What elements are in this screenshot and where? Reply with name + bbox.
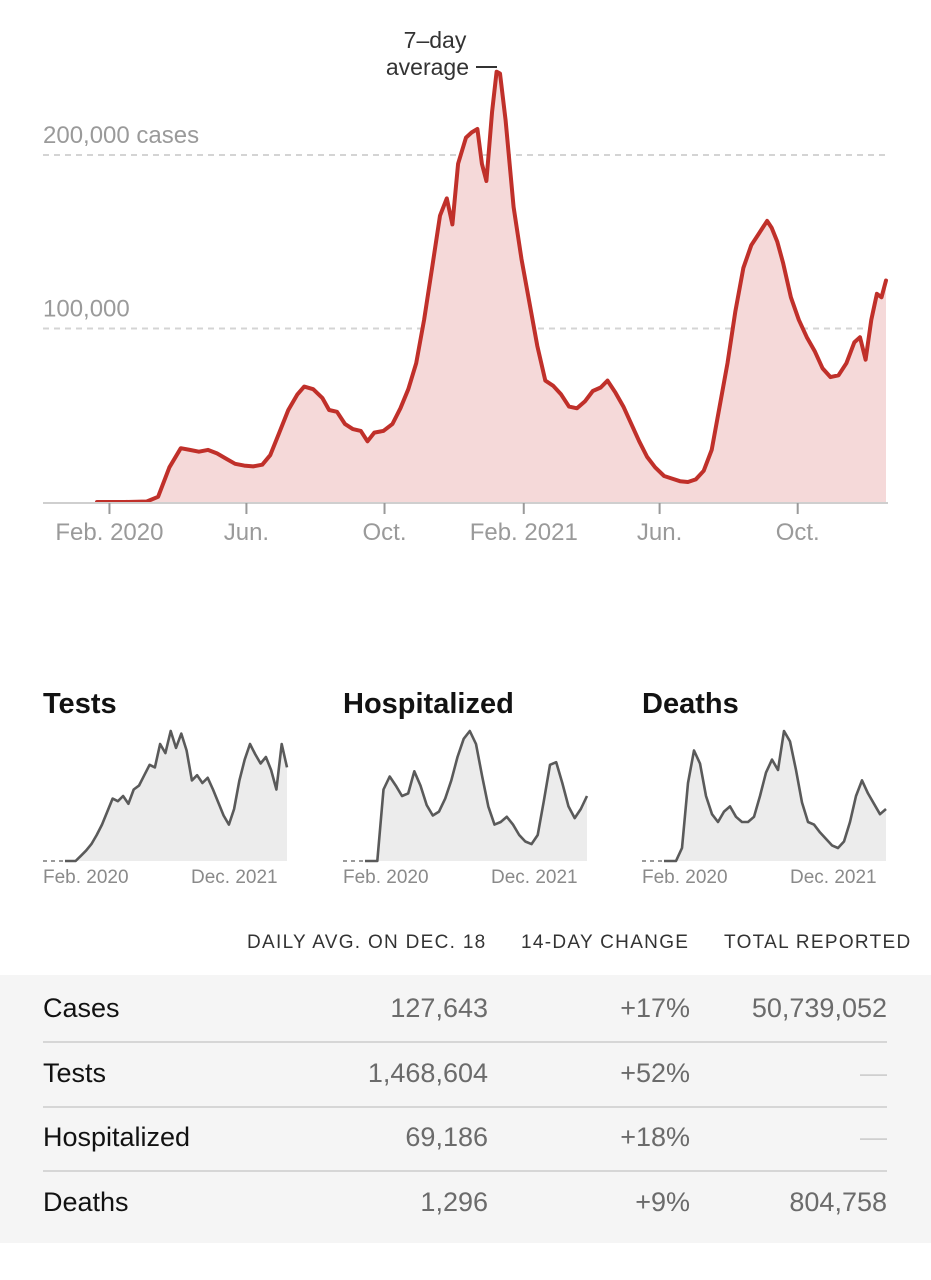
row-total: — <box>860 1122 887 1152</box>
row-total: — <box>860 1058 887 1088</box>
deaths-mini-chart: Deaths Feb. 2020 Dec. 2021 <box>642 680 902 895</box>
table-row: Tests 1,468,604 +52% — <box>43 1042 887 1108</box>
row-total: 50,739,052 <box>751 993 887 1023</box>
row-name: Cases <box>43 993 120 1023</box>
x-tick-label: Jun. <box>224 519 269 546</box>
mini-x-start: Feb. 2020 <box>43 867 129 888</box>
hospitalized-sparkline <box>343 729 589 863</box>
x-tick-label: Feb. 2021 <box>470 519 578 546</box>
sparkline-line <box>65 729 289 863</box>
seven-day-average-annotation: 7–day average <box>386 27 497 80</box>
row-name: Hospitalized <box>43 1122 191 1152</box>
row-total: 804,758 <box>789 1187 887 1217</box>
mini-chart-title: Deaths <box>642 688 739 720</box>
x-tick-label: Oct. <box>363 519 407 546</box>
row-change: +9% <box>635 1187 690 1217</box>
stats-table: Cases 127,643 +17% 50,739,052 Tests 1,46… <box>0 975 931 1243</box>
sparkline-line <box>365 729 589 863</box>
row-change: +52% <box>620 1058 690 1088</box>
mini-chart-title: Hospitalized <box>343 688 514 720</box>
header-daily-avg: DAILY AVG. ON DEC. 18 <box>247 932 487 953</box>
tests-mini-chart: Tests Feb. 2020 Dec. 2021 <box>43 680 303 895</box>
mini-x-end: Dec. 2021 <box>191 867 278 888</box>
row-change: +18% <box>620 1122 690 1152</box>
y-tick-label: 200,000 cases <box>43 122 199 149</box>
row-daily-avg: 127,643 <box>390 993 488 1023</box>
sparkline-area <box>365 731 587 861</box>
cases-chart: 200,000 cases 100,000 Feb. 2020 Jun. Oct. Fe… <box>43 27 888 546</box>
sparkline-area <box>65 731 287 861</box>
sparkline-line <box>664 729 887 863</box>
table-row: Hospitalized 69,186 +18% — <box>43 1106 887 1172</box>
hospitalized-mini-chart: Hospitalized Feb. 2020 Dec. 2021 <box>343 680 603 895</box>
mini-x-end: Dec. 2021 <box>790 867 877 888</box>
deaths-sparkline <box>642 729 887 863</box>
header-14-day-change: 14-DAY CHANGE <box>521 932 690 953</box>
mini-x-end: Dec. 2021 <box>491 867 578 888</box>
row-daily-avg: 1,468,604 <box>367 1058 488 1088</box>
table-row: Cases 127,643 +17% 50,739,052 <box>43 977 887 1043</box>
row-daily-avg: 1,296 <box>420 1187 488 1217</box>
x-tick-label: Oct. <box>776 519 820 546</box>
mini-x-start: Feb. 2020 <box>642 867 728 888</box>
row-daily-avg: 69,186 <box>405 1122 488 1152</box>
table-row: Deaths 1,296 +9% 804,758 <box>43 1171 887 1235</box>
row-change: +17% <box>620 993 690 1023</box>
annotation-line-2: average <box>386 54 469 80</box>
annotation-line-1: 7–day <box>404 27 467 53</box>
cases-line <box>95 69 888 504</box>
x-tick-label: Jun. <box>637 519 682 546</box>
row-name: Tests <box>43 1058 107 1088</box>
mini-x-start: Feb. 2020 <box>343 867 429 888</box>
header-total-reported: TOTAL REPORTED <box>724 932 912 953</box>
cases-area <box>97 71 886 502</box>
mini-chart-title: Tests <box>43 688 117 720</box>
y-tick-label: 100,000 <box>43 296 130 323</box>
sparkline-area <box>664 731 886 861</box>
row-name: Deaths <box>43 1187 129 1217</box>
tests-sparkline <box>43 729 289 863</box>
x-tick-label: Feb. 2020 <box>55 519 163 546</box>
